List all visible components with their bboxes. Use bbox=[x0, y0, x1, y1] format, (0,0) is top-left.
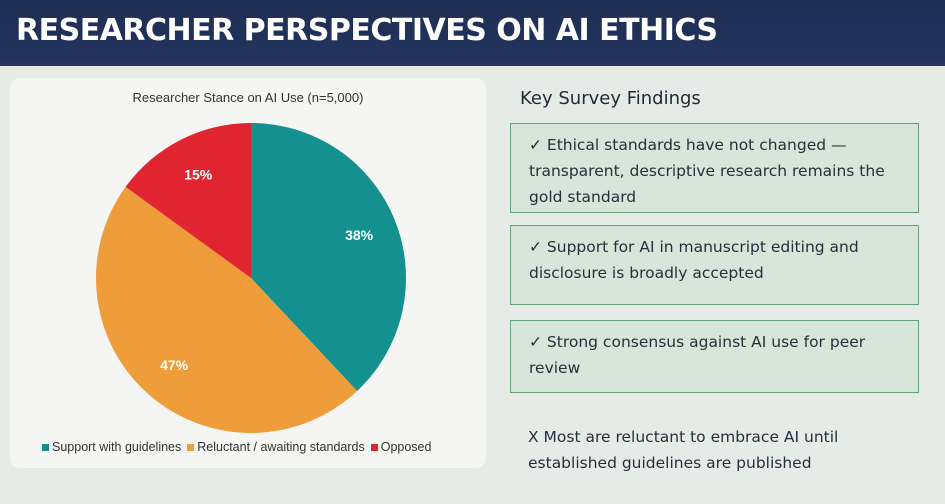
findings-title: Key Survey Findings bbox=[520, 88, 701, 109]
slide-title: RESEARCHER PERSPECTIVES ON AI ETHICS bbox=[16, 13, 718, 48]
legend-item-support: Support with guidelines bbox=[42, 440, 181, 454]
finding-3-line-1: ✓ Strong consensus against AI use for pe… bbox=[529, 333, 866, 351]
finding-box-1: ✓ Ethical standards have not changed — t… bbox=[510, 123, 919, 213]
finding-1-line-3: gold standard bbox=[529, 188, 637, 206]
finding-4-line-1: X Most are reluctant to embrace AI until bbox=[528, 428, 839, 446]
finding-2-line-2: disclosure is broadly accepted bbox=[529, 264, 764, 282]
slide-header: RESEARCHER PERSPECTIVES ON AI ETHICS bbox=[0, 0, 945, 66]
finding-3-line-2: review bbox=[529, 359, 581, 377]
legend-label-opposed: Opposed bbox=[380, 440, 432, 454]
finding-4-line-2: established guidelines are published bbox=[528, 454, 812, 472]
finding-2-line-1: ✓ Support for AI in manuscript editing a… bbox=[529, 238, 859, 256]
pie-chart: 38% 47% 15% bbox=[95, 123, 406, 433]
pie-slice-opposed bbox=[125, 123, 251, 278]
pie-slice-support bbox=[251, 123, 406, 391]
chart-panel: Researcher Stance on AI Use (n=5,000) 38… bbox=[10, 78, 486, 468]
pie-slice-reluctant bbox=[95, 186, 358, 433]
legend-swatch-opposed bbox=[370, 443, 378, 451]
chart-legend: Support with guidelines Reluctant / awai… bbox=[42, 440, 431, 454]
pie-label-opposed: 15% bbox=[184, 166, 213, 182]
finding-4: X Most are reluctant to embrace AI until… bbox=[528, 424, 838, 476]
chart-title: Researcher Stance on AI Use (n=5,000) bbox=[132, 90, 364, 105]
pie-label-support: 38% bbox=[345, 227, 374, 243]
pie-label-reluctant: 47% bbox=[160, 357, 189, 373]
finding-1-line-2: transparent, descriptive research remain… bbox=[529, 162, 885, 180]
legend-label-support: Support with guidelines bbox=[52, 440, 182, 454]
finding-box-3: ✓ Strong consensus against AI use for pe… bbox=[510, 320, 919, 393]
legend-swatch-reluctant bbox=[187, 443, 195, 451]
legend-label-reluctant: Reluctant / awaiting standards bbox=[197, 440, 365, 454]
finding-box-2: ✓ Support for AI in manuscript editing a… bbox=[510, 225, 919, 305]
legend-item-reluctant: Reluctant / awaiting standards bbox=[187, 440, 365, 454]
finding-1-line-1: ✓ Ethical standards have not changed — bbox=[529, 136, 847, 154]
legend-swatch-support bbox=[42, 443, 49, 451]
legend-item-opposed: Opposed bbox=[370, 440, 432, 454]
